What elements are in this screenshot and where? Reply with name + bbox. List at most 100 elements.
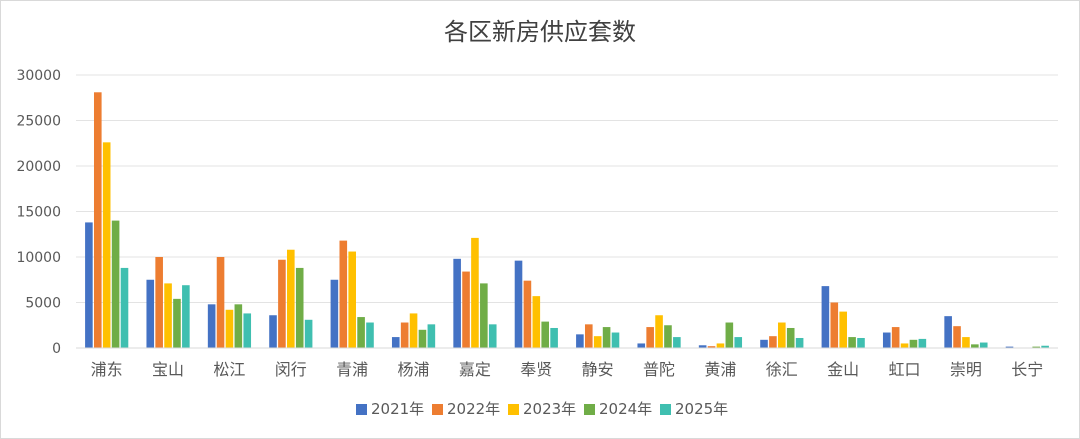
legend-swatch — [508, 404, 519, 415]
bar — [462, 271, 470, 348]
bar — [962, 337, 970, 348]
bar — [716, 343, 725, 348]
x-category-label: 崇明 — [950, 360, 982, 379]
x-category-label: 杨浦 — [398, 360, 430, 379]
bar — [216, 257, 225, 348]
bar — [400, 322, 409, 348]
y-axis-ticks: 0 5000 10000 15000 20000 25000 30000 — [16, 68, 61, 357]
bar — [979, 342, 988, 348]
bar — [243, 313, 252, 348]
bar — [173, 298, 181, 348]
bar — [1032, 346, 1041, 348]
y-tick-label: 25000 — [16, 114, 61, 130]
legend-label: 2021年 — [371, 400, 424, 418]
bar — [514, 260, 523, 348]
bar — [523, 280, 532, 348]
bar — [857, 337, 865, 348]
bar — [427, 324, 436, 348]
bar — [295, 267, 304, 348]
bar — [225, 309, 234, 348]
legend-label: 2023年 — [523, 400, 576, 418]
x-category-label: 徐汇 — [766, 360, 798, 379]
bar — [269, 315, 277, 348]
legend-swatch — [660, 404, 671, 415]
bar — [409, 313, 418, 348]
x-category-label: 青浦 — [336, 360, 368, 379]
bar — [480, 283, 488, 348]
y-tick-label: 15000 — [16, 205, 61, 221]
bar — [734, 337, 743, 348]
x-category-label: 闵行 — [275, 360, 307, 379]
bar — [953, 326, 961, 348]
bar — [795, 337, 804, 348]
bar — [944, 316, 952, 348]
bar — [111, 220, 120, 348]
x-category-label: 宝山 — [152, 360, 184, 379]
bar — [839, 311, 847, 348]
bar — [725, 322, 734, 348]
legend-swatch — [356, 404, 367, 415]
y-tick-label: 30000 — [16, 68, 61, 84]
bar — [471, 237, 479, 348]
x-category-label: 浦东 — [91, 360, 123, 379]
x-category-label: 金山 — [827, 360, 859, 379]
bar — [830, 302, 839, 348]
bar — [1005, 346, 1014, 348]
x-category-label: 虹口 — [889, 360, 921, 379]
bar — [339, 240, 348, 348]
bar — [391, 337, 400, 348]
bar — [304, 319, 313, 348]
bar — [593, 336, 602, 348]
bar — [655, 315, 663, 348]
y-tick-label: 20000 — [16, 159, 61, 175]
x-axis-categories: 浦东 宝山 松江 闵行 青浦 杨浦 嘉定 奉贤 静安 普陀 黄浦 徐汇 金山 虹口 崇明 长宁 — [91, 360, 1044, 379]
bar — [821, 286, 830, 348]
bar — [164, 283, 172, 348]
legend-swatch — [432, 404, 443, 415]
legend-label: 2025年 — [675, 400, 728, 418]
bar — [611, 332, 620, 348]
bar — [102, 142, 111, 348]
bar — [918, 338, 927, 348]
bar — [453, 258, 461, 348]
y-tick-label: 5000 — [25, 296, 61, 312]
x-category-label: 静安 — [582, 360, 614, 379]
bar — [550, 327, 558, 348]
bar — [207, 304, 216, 348]
bar — [1041, 345, 1049, 348]
x-category-label: 松江 — [213, 360, 245, 379]
bar — [488, 324, 497, 348]
bar — [707, 346, 716, 348]
bar — [882, 332, 891, 348]
bar — [120, 267, 129, 348]
legend-swatch — [584, 404, 595, 415]
bar — [418, 329, 427, 348]
bar — [155, 257, 163, 348]
bar — [584, 324, 593, 348]
bar — [234, 304, 243, 348]
bar — [146, 279, 155, 348]
x-category-label: 长宁 — [1011, 360, 1043, 379]
gridlines — [76, 74, 1058, 303]
bar — [698, 345, 707, 348]
bar — [900, 343, 909, 348]
bar — [971, 344, 979, 348]
bar — [287, 249, 295, 348]
bar — [85, 222, 93, 348]
bar — [357, 317, 365, 348]
bar — [637, 343, 646, 348]
x-category-label: 黄浦 — [704, 360, 736, 379]
bar — [760, 339, 768, 348]
bar — [909, 339, 918, 348]
y-tick-label: 0 — [52, 341, 61, 357]
bar — [646, 327, 654, 348]
bar — [93, 92, 102, 348]
bar — [348, 251, 356, 348]
legend-label: 2024年 — [599, 400, 652, 418]
bar — [278, 259, 286, 348]
bar — [366, 322, 374, 348]
chart-title: 各区新房供应套数 — [444, 18, 636, 46]
bar — [541, 321, 550, 348]
